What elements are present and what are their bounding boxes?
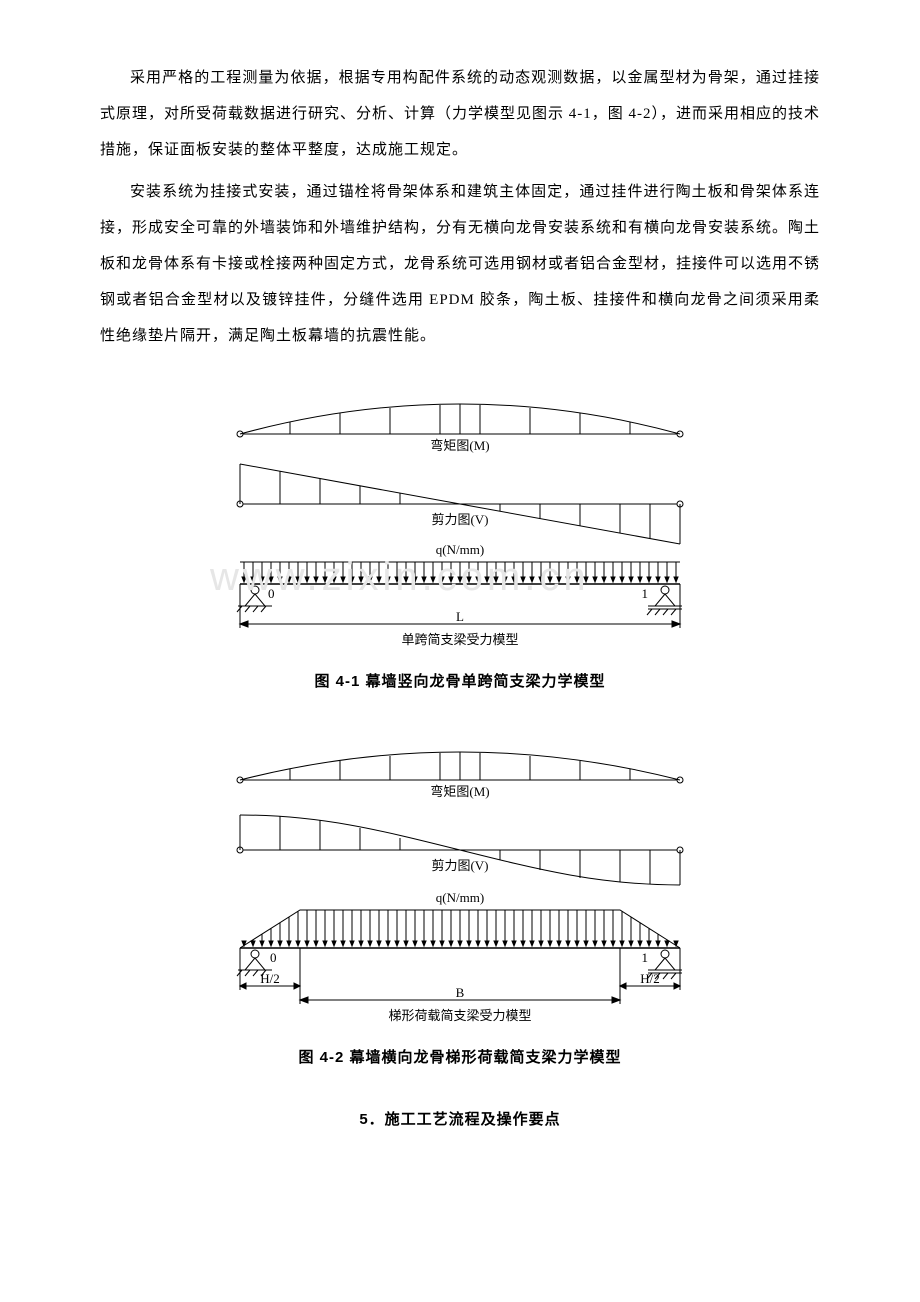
- figure-4-2-caption: 图 4-2 幕墙横向龙骨梯形荷载简支梁力学模型: [100, 1040, 820, 1076]
- half-left-label: H/2: [260, 971, 280, 986]
- span-label-2: B: [456, 985, 465, 1000]
- load-label-2: q(N/mm): [436, 890, 484, 905]
- support-left-label: 0: [268, 586, 275, 601]
- figure-4-2: 弯矩图(M) 剪力图(V) q(N/mm): [100, 730, 820, 1030]
- support-left-label-2: 0: [270, 950, 277, 965]
- paragraph-1: 采用严格的工程测量为依据，根据专用构配件系统的动态观测数据，以金属型材为骨架，通…: [100, 60, 820, 168]
- fig2-subtitle: 梯形荷载简支梁受力模型: [388, 1008, 531, 1023]
- paragraph-2: 安装系统为挂接式安装，通过锚栓将骨架体系和建筑主体固定，通过挂件进行陶土板和骨架…: [100, 174, 820, 354]
- figure-4-1-svg: 弯矩图(M) 剪力图(V) q(N/mm): [200, 384, 720, 654]
- moment-label: 弯矩图(M): [430, 438, 489, 453]
- section-5-heading: 5．施工工艺流程及操作要点: [100, 1102, 820, 1138]
- support-right-label-2: 1: [642, 950, 649, 965]
- figure-4-1-caption: 图 4-1 幕墙竖向龙骨单跨简支梁力学模型: [100, 664, 820, 700]
- figure-4-2-svg: 弯矩图(M) 剪力图(V) q(N/mm): [180, 730, 740, 1030]
- moment-label-2: 弯矩图(M): [430, 784, 489, 799]
- half-right-label: H/2: [640, 971, 660, 986]
- support-right-label: 1: [642, 586, 649, 601]
- shear-label: 剪力图(V): [431, 512, 488, 527]
- shear-label-2: 剪力图(V): [431, 858, 488, 873]
- fig1-subtitle: 单跨简支梁受力模型: [401, 632, 518, 647]
- load-label: q(N/mm): [436, 542, 484, 557]
- span-label: L: [456, 609, 464, 624]
- figure-4-1: www.zixin.com.cn 弯矩图(M): [100, 384, 820, 654]
